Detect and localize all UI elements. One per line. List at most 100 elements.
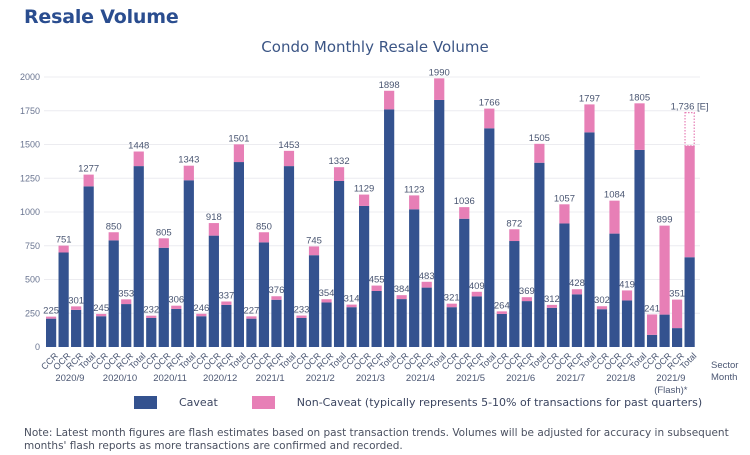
bar-caveat (459, 218, 470, 347)
value-label: 384 (394, 284, 410, 295)
bar-non-caveat (333, 167, 345, 181)
bar-caveat (233, 162, 244, 347)
value-label: 227 (243, 305, 259, 316)
bar-non-caveat (371, 285, 382, 291)
value-label: 1453 (278, 140, 299, 151)
legend-swatch-caveat (134, 396, 157, 409)
bar-non-caveat (646, 314, 658, 335)
bar-non-caveat (246, 316, 257, 319)
bar-non-caveat (71, 306, 82, 310)
value-label: 321 (444, 293, 460, 304)
bar-non-caveat (196, 313, 207, 317)
value-label: 745 (306, 235, 322, 246)
value-label: 264 (494, 300, 510, 311)
y-tick-label: 250 (25, 308, 40, 318)
bar-caveat (121, 304, 132, 347)
bar-non-caveat (158, 238, 169, 248)
bar-caveat (521, 301, 532, 347)
bars (46, 78, 695, 348)
bar-non-caveat (584, 104, 595, 133)
bar-non-caveat (459, 207, 470, 219)
legend-label-non-caveat: Non-Caveat (typically represents 5-10% o… (296, 396, 703, 409)
value-label: 850 (106, 221, 122, 232)
value-label: 419 (619, 279, 635, 290)
bar-caveat (83, 186, 94, 347)
bar-caveat (509, 241, 520, 347)
bar-caveat (559, 223, 570, 347)
axis-name-month: Month (711, 372, 737, 383)
y-tick-label: 750 (25, 241, 40, 251)
bar-non-caveat (221, 301, 232, 305)
x-month-label: 2021/1 (256, 373, 285, 384)
bar-caveat (672, 328, 683, 347)
x-month-label: 2021/3 (356, 373, 385, 384)
bar-non-caveat (46, 316, 57, 319)
bar-non-caveat (108, 232, 119, 241)
value-label: 246 (193, 303, 209, 314)
footnote: Note: Latest month figures are flash est… (24, 427, 729, 452)
x-month-label: 2021/5 (456, 373, 485, 384)
bar-caveat (133, 166, 144, 347)
bar-caveat (96, 316, 107, 347)
x-month-label: 2020/9 (55, 373, 84, 384)
value-label: 376 (269, 285, 285, 296)
bar-caveat (384, 109, 395, 348)
bar-caveat (621, 300, 633, 347)
bar-non-caveat (546, 304, 557, 308)
legend-item-caveat: Caveat (134, 396, 218, 409)
bar-non-caveat (434, 78, 445, 100)
bar-caveat (283, 166, 295, 347)
bar-caveat (596, 309, 608, 347)
value-label: 1805 (629, 92, 650, 103)
bar-non-caveat (296, 315, 307, 318)
bar-non-caveat (321, 299, 332, 303)
value-label: 1448 (128, 141, 149, 152)
x-month-label: 2021/2 (306, 373, 335, 384)
legend: Caveat Non-Caveat (typically represents … (134, 396, 736, 409)
value-label: 351 (669, 289, 685, 300)
y-tick-label: 1500 (20, 140, 40, 150)
value-label: 428 (569, 278, 585, 289)
bar-caveat (196, 316, 207, 347)
value-label: 354 (319, 288, 335, 299)
page-title: Resale Volume (24, 6, 179, 28)
x-month-sublabel: (Flash)* (654, 385, 688, 396)
value-label: 353 (118, 288, 134, 299)
bar-non-caveat (634, 103, 645, 150)
value-label: 805 (156, 227, 172, 238)
bar-caveat (646, 334, 658, 347)
bar-non-caveat (659, 225, 670, 315)
bar-non-caveat (446, 303, 457, 308)
bar-caveat (346, 307, 357, 347)
value-label: 302 (594, 295, 610, 306)
bar-non-caveat (521, 297, 532, 302)
x-axis-sector-ticks: CCROCRRCRTotalCCROCRRCRTotalCCROCRRCRTot… (39, 350, 698, 372)
value-label: 1501 (228, 133, 249, 144)
bar-non-caveat (58, 245, 69, 253)
bar-non-caveat (146, 315, 157, 318)
bar-non-caveat (421, 281, 432, 288)
value-label: 232 (143, 305, 159, 316)
chart-title: Condo Monthly Resale Volume (261, 38, 489, 56)
bar-non-caveat (509, 229, 520, 242)
bar-non-caveat (233, 144, 244, 163)
bar-caveat (546, 307, 557, 347)
value-label: 1990 (429, 67, 450, 78)
bar-caveat (333, 180, 345, 347)
bar-caveat (609, 233, 620, 347)
bar-non-caveat (396, 295, 407, 300)
legend-swatch-non-caveat (251, 396, 275, 409)
bar-caveat (534, 162, 545, 347)
bar-non-caveat (571, 289, 583, 295)
bar-non-caveat (183, 165, 194, 181)
bar-non-caveat (283, 150, 295, 167)
bar-caveat (271, 299, 282, 347)
value-label: 872 (506, 218, 522, 229)
value-label: 1343 (178, 155, 199, 166)
value-label: 1332 (328, 156, 349, 167)
bar-caveat (421, 287, 432, 347)
value-label: 918 (206, 212, 222, 223)
value-label: 301 (68, 295, 84, 306)
y-tick-label: 2000 (20, 72, 40, 82)
bar-caveat (158, 247, 169, 347)
